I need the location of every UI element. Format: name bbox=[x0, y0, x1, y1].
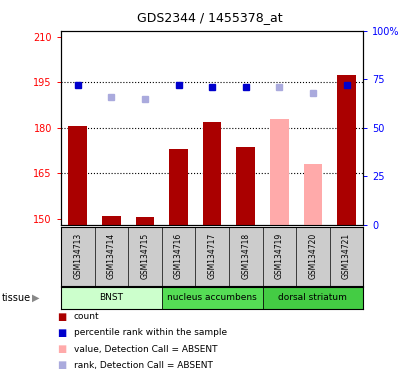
Text: GSM134718: GSM134718 bbox=[241, 233, 250, 280]
Bar bbox=[270, 119, 289, 225]
Bar bbox=[136, 217, 154, 225]
Text: count: count bbox=[74, 312, 99, 321]
Text: GDS2344 / 1455378_at: GDS2344 / 1455378_at bbox=[137, 11, 283, 24]
Text: GSM134720: GSM134720 bbox=[308, 233, 318, 280]
Bar bbox=[262, 287, 363, 309]
Text: dorsal striatum: dorsal striatum bbox=[278, 293, 347, 303]
Text: ■: ■ bbox=[58, 312, 67, 322]
Bar bbox=[68, 126, 87, 225]
Text: GSM134719: GSM134719 bbox=[275, 233, 284, 280]
Text: ■: ■ bbox=[58, 328, 67, 338]
Text: ■: ■ bbox=[58, 344, 67, 354]
Text: GSM134713: GSM134713 bbox=[73, 233, 82, 280]
Text: percentile rank within the sample: percentile rank within the sample bbox=[74, 328, 227, 338]
Text: GSM134717: GSM134717 bbox=[207, 233, 217, 280]
Bar bbox=[337, 74, 356, 225]
Bar bbox=[236, 147, 255, 225]
Text: ▶: ▶ bbox=[32, 293, 40, 303]
Text: GSM134721: GSM134721 bbox=[342, 233, 351, 280]
Text: GSM134716: GSM134716 bbox=[174, 233, 183, 280]
Bar bbox=[203, 122, 221, 225]
Text: value, Detection Call = ABSENT: value, Detection Call = ABSENT bbox=[74, 344, 217, 354]
Text: GSM134714: GSM134714 bbox=[107, 233, 116, 280]
Bar bbox=[304, 164, 322, 225]
Text: tissue: tissue bbox=[2, 293, 31, 303]
Bar bbox=[169, 149, 188, 225]
Text: GSM134715: GSM134715 bbox=[140, 233, 150, 280]
Text: rank, Detection Call = ABSENT: rank, Detection Call = ABSENT bbox=[74, 361, 213, 370]
Text: ■: ■ bbox=[58, 360, 67, 370]
Text: nucleus accumbens: nucleus accumbens bbox=[167, 293, 257, 303]
Bar bbox=[102, 215, 121, 225]
Text: BNST: BNST bbox=[99, 293, 123, 303]
Bar bbox=[61, 287, 162, 309]
Bar bbox=[162, 287, 262, 309]
